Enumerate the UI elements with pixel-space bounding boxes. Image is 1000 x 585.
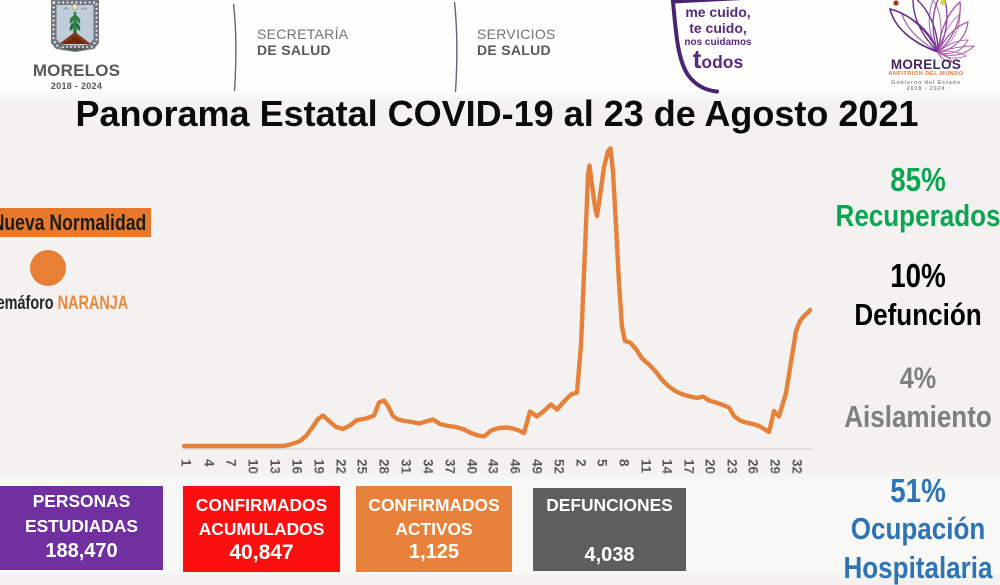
svg-text:1: 1	[178, 459, 193, 467]
svg-text:7: 7	[223, 459, 238, 467]
svg-text:2: 2	[573, 459, 588, 467]
svg-text:4: 4	[201, 459, 216, 467]
svg-text:8: 8	[616, 459, 631, 467]
svg-text:5: 5	[594, 459, 609, 467]
